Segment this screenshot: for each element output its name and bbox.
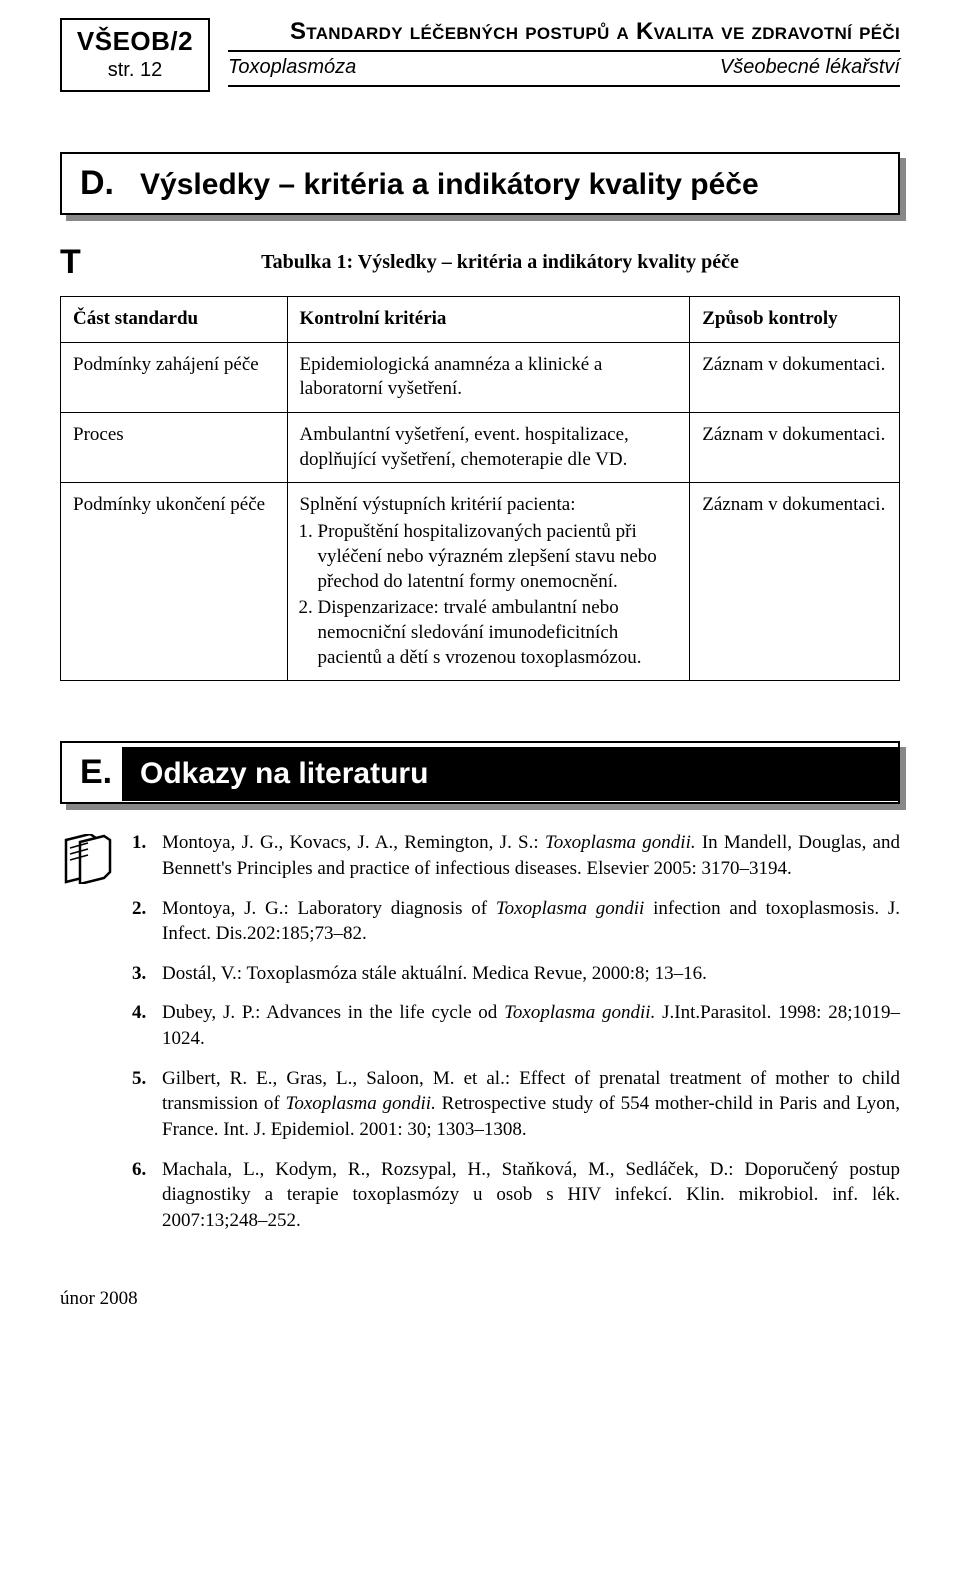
table-caption-row: T Tabulka 1: Výsledky – kritéria a indik… [60,243,900,282]
table-col-header: Kontrolní kritéria [287,297,690,343]
header-right: Standardy léčebných postupů a Kvalita ve… [210,18,900,92]
header-code-box: VŠEOB/2 str. 12 [60,18,210,92]
table-col-header: Část standardu [61,297,288,343]
reference-number: 1. [132,830,162,881]
reference-text: Gilbert, R. E., Gras, L., Saloon, M. et … [162,1066,900,1143]
reference-number: 3. [132,961,162,987]
reference-text: Montoya, J. G.: Laboratory diagnosis of … [162,896,900,947]
table-header-row: Část standardu Kontrolní kritéria Způsob… [61,297,900,343]
section-d-heading: D. Výsledky – kritéria a indikátory kval… [60,152,900,215]
table-cell-part: Podmínky ukončení péče [61,483,288,681]
table-row: Proces Ambulantní vyšetření, event. hosp… [61,413,900,483]
reference-text: Dostál, V.: Toxoplasmóza stále aktuální.… [162,961,900,987]
reference-number: 6. [132,1157,162,1234]
header-subtitle-row: Toxoplasmóza Všeobecné lékařství [228,52,900,87]
header-topic-left: Toxoplasmóza [228,56,356,79]
reference-item: 6. Machala, L., Kodym, R., Rozsypal, H.,… [132,1157,900,1234]
footer-date: únor 2008 [60,1288,900,1310]
table-marker: T [60,243,100,282]
criteria-intro: Splnění výstupních kritérií pacienta: [300,494,576,515]
reference-item: 2. Montoya, J. G.: Laboratory diagnosis … [132,896,900,947]
table-cell-control: Záznam v dokumentaci. [690,483,900,681]
reference-text: Machala, L., Kodym, R., Rozsypal, H., St… [162,1157,900,1234]
table-row: Podmínky ukončení péče Splnění výstupníc… [61,483,900,681]
header-topic-right: Všeobecné lékařství [720,56,900,79]
table-cell-criteria: Splnění výstupních kritérií pacienta: Pr… [287,483,690,681]
table-cell-criteria: Ambulantní vyšetření, event. hospitaliza… [287,413,690,483]
table-cell-part: Podmínky zahájení péče [61,342,288,412]
references-list: 1. Montoya, J. G., Kovacs, J. A., Reming… [132,830,900,1247]
table-cell-control: Záznam v dokumentaci. [690,342,900,412]
reference-number: 5. [132,1066,162,1143]
header-page-number: str. 12 [76,59,194,82]
page-header: VŠEOB/2 str. 12 Standardy léčebných post… [60,18,900,92]
books-icon [60,830,132,889]
reference-item: 3. Dostál, V.: Toxoplasmóza stále aktuál… [132,961,900,987]
section-d-title: Výsledky – kritéria a indikátory kvality… [140,168,759,202]
reference-number: 2. [132,896,162,947]
reference-item: 1. Montoya, J. G., Kovacs, J. A., Reming… [132,830,900,881]
criteria-item: Propuštění hospitalizovaných pacientů př… [318,520,678,594]
table-cell-part: Proces [61,413,288,483]
section-e: E. Odkazy na literaturu [60,741,900,804]
table-cell-control: Záznam v dokumentaci. [690,413,900,483]
section-e-title: Odkazy na literaturu [122,747,898,801]
table-caption: Tabulka 1: Výsledky – kritéria a indikát… [100,243,900,274]
section-d-letter: D. [80,164,140,203]
reference-item: 5. Gilbert, R. E., Gras, L., Saloon, M. … [132,1066,900,1143]
reference-text: Dubey, J. P.: Advances in the life cycle… [162,1000,900,1051]
table-cell-criteria: Epidemiologická anamnéza a klinické a la… [287,342,690,412]
page: VŠEOB/2 str. 12 Standardy léčebných post… [0,0,960,1350]
section-d: D. Výsledky – kritéria a indikátory kval… [60,152,900,215]
table-body: Podmínky zahájení péče Epidemiologická a… [61,342,900,681]
reference-number: 4. [132,1000,162,1051]
table-col-header: Způsob kontroly [690,297,900,343]
references-block: 1. Montoya, J. G., Kovacs, J. A., Reming… [60,830,900,1247]
results-table: Část standardu Kontrolní kritéria Způsob… [60,296,900,681]
reference-text: Montoya, J. G., Kovacs, J. A., Remington… [162,830,900,881]
section-e-heading: E. Odkazy na literaturu [60,741,900,804]
table-row: Podmínky zahájení péče Epidemiologická a… [61,342,900,412]
section-e-letter: E. [62,743,122,802]
criteria-list: Propuštění hospitalizovaných pacientů př… [300,520,678,670]
header-code: VŠEOB/2 [76,26,194,57]
reference-item: 4. Dubey, J. P.: Advances in the life cy… [132,1000,900,1051]
header-title: Standardy léčebných postupů a Kvalita ve… [228,18,900,52]
criteria-item: Dispenzarizace: trvalé ambulantní nebo n… [318,596,678,670]
